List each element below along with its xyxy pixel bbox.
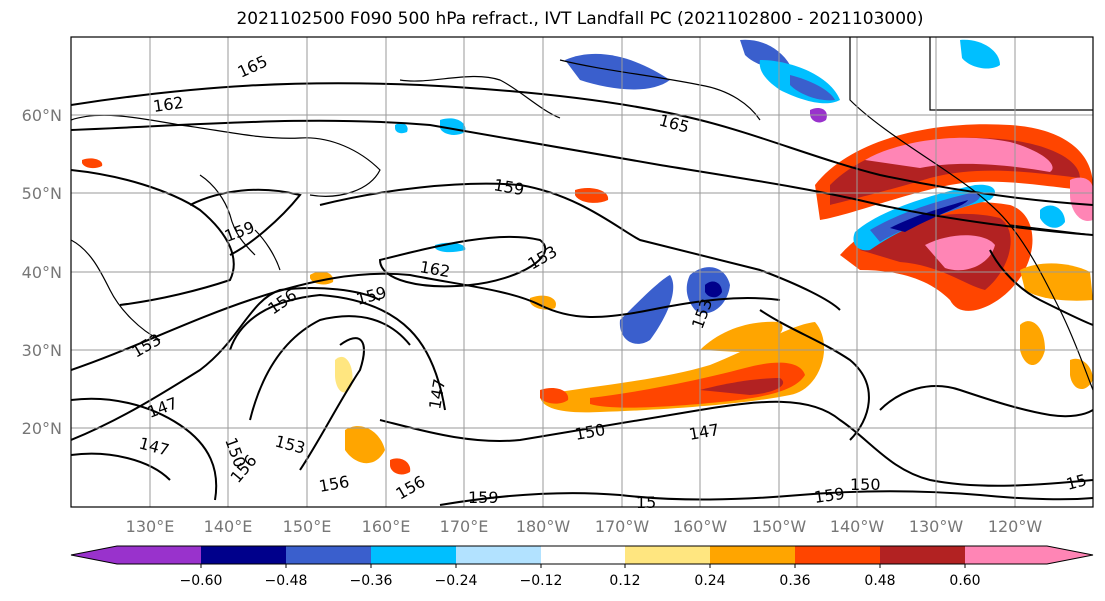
lon-label: 150°E [283, 517, 332, 536]
colorbar-swatch [371, 546, 456, 564]
colorbar-tick-label: 0.48 [864, 573, 895, 589]
colorbar-swatch [880, 546, 965, 564]
lon-label: 120°W [988, 517, 1043, 536]
lon-label: 140°W [830, 517, 885, 536]
lat-label: 30°N [22, 341, 62, 360]
colorbar-tick-label: −0.24 [435, 573, 478, 589]
lon-label: 130°E [126, 517, 175, 536]
colorbar-tick-label: −0.48 [265, 573, 308, 589]
lat-label: 60°N [22, 106, 62, 125]
lon-label: 150°W [752, 517, 807, 536]
map-title: 2021102500 F090 500 hPa refract., IVT La… [236, 9, 924, 29]
colorbar-swatch [965, 546, 1093, 564]
graticule [71, 37, 1093, 507]
colorbar-swatch [625, 546, 710, 564]
map-frame [70, 36, 1094, 508]
contour-label: 15 [636, 493, 656, 512]
lon-label: 180°W [516, 517, 571, 536]
colorbar-tick-label: 0.36 [779, 573, 810, 589]
lat-label: 20°N [22, 419, 62, 438]
colorbar-tick-label: 0.24 [694, 573, 725, 589]
contour-label: 159 [468, 488, 499, 507]
refractivity-contours [71, 82, 1093, 506]
colorbar-swatch [71, 546, 201, 564]
colorbar-swatch [541, 546, 583, 564]
colorbar-tick-label: 0.12 [609, 573, 640, 589]
ivt-shading [82, 39, 1093, 475]
colorbar-tick-label: 0.60 [949, 573, 980, 589]
colorbar-tick-label: −0.12 [520, 573, 563, 589]
contour-label: 162 [152, 93, 185, 116]
colorbar-swatch [710, 546, 795, 564]
colorbar-swatch [286, 546, 371, 564]
colorbar: −0.60 −0.48 −0.36 −0.24 −0.12 0.12 0.24 … [70, 545, 1094, 589]
lon-label: 170°E [440, 517, 489, 536]
lon-label: 170°W [595, 517, 650, 536]
contour-label: 15 [1064, 470, 1089, 494]
contour-label: 150 [850, 475, 881, 494]
colorbar-outline [70, 545, 1094, 565]
colorbar-swatch [583, 546, 625, 564]
colorbar-tick-label: −0.36 [350, 573, 393, 589]
coastlines [71, 37, 1093, 391]
lon-label: 140°E [204, 517, 253, 536]
longitude-labels: 130°E 140°E 150°E 160°E 170°E 180°W 170°… [126, 517, 1043, 536]
colorbar-tick-label: −0.60 [180, 573, 223, 589]
colorbar-swatch [456, 546, 541, 564]
lon-label: 130°W [909, 517, 964, 536]
latitude-labels: 60°N 50°N 40°N 30°N 20°N [22, 106, 62, 438]
colorbar-swatch [795, 546, 880, 564]
lon-label: 160°E [362, 517, 411, 536]
colorbar-tick-marks [200, 564, 966, 568]
contour-label: 159 [813, 484, 846, 507]
lat-label: 40°N [22, 263, 62, 282]
lon-label: 160°W [673, 517, 728, 536]
lat-label: 50°N [22, 184, 62, 203]
colorbar-swatch [201, 546, 286, 564]
